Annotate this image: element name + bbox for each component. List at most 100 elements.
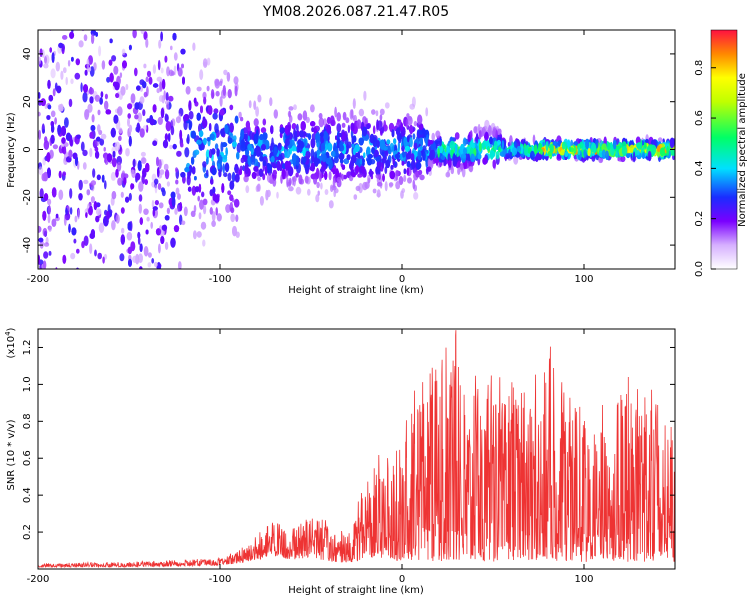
spectrogram-cell	[42, 227, 48, 237]
spectrogram-cell	[505, 153, 510, 159]
spectrogram-cell	[415, 170, 420, 178]
spectrogram-cell	[88, 206, 93, 216]
spectrogram-cell	[142, 109, 146, 117]
spectrogram-cell	[292, 153, 297, 164]
spectrogram-cell	[207, 105, 213, 116]
snr-ytick-label: 1.2	[22, 340, 33, 356]
spectrogram-cell	[269, 145, 273, 152]
spectrogram-cell	[276, 191, 279, 199]
spectrogram-cell	[556, 153, 562, 159]
spectrogram-cell	[156, 261, 161, 269]
spectrogram-cell	[612, 139, 617, 150]
spectrogram-cell	[46, 152, 51, 163]
spectrogram-cell	[372, 137, 377, 148]
colorbar: 0.0 0.2 0.4 0.6 0.8 Normalized spectral ampl…	[694, 29, 748, 277]
spectrogram-cell	[410, 153, 415, 161]
spectrogram-cell	[58, 170, 62, 179]
spectrogram-cell	[284, 125, 289, 135]
spectrogram-cell	[449, 140, 455, 150]
spectrogram-cell	[110, 127, 116, 138]
spectrogram-cell	[68, 98, 73, 108]
spectrogram-cell	[489, 149, 494, 160]
spectrogram-cell	[150, 221, 153, 229]
spectrogram-cell	[425, 107, 429, 117]
spectrogram-cell	[63, 215, 67, 226]
spectrogram-cell	[67, 60, 71, 67]
spectrogram-cell	[419, 174, 425, 181]
snr-xtick-label: -100	[209, 574, 232, 585]
spectrogram-cell	[583, 149, 587, 157]
spectrogram-cell	[549, 143, 554, 154]
spectrogram-cell	[211, 211, 216, 222]
spectrogram-cell	[471, 142, 476, 149]
spectrogram-cell	[170, 191, 176, 199]
spectrogram-cell	[155, 228, 162, 236]
spectrogram-cell	[421, 129, 427, 134]
spectrogram-cell	[496, 139, 501, 145]
spectrogram-cell	[387, 145, 391, 152]
spectrogram-cell	[245, 185, 250, 194]
spectrogram-cell	[484, 119, 490, 130]
snr-ytick-label: 1.0	[22, 376, 33, 392]
spectrogram-cell	[40, 98, 46, 107]
spectrogram-cell	[276, 160, 281, 171]
spectrogram-cell	[181, 30, 184, 31]
spectrogram-cell	[295, 186, 302, 195]
spectrogram-cell	[83, 34, 88, 42]
spectrogram-cell	[417, 114, 423, 125]
spectrogram-cell	[311, 127, 314, 132]
spectrogram-cell	[193, 204, 197, 213]
spectrogram-cell	[179, 202, 182, 212]
spectrogram-cell	[411, 159, 416, 170]
spectrogram-cell	[257, 94, 262, 103]
spectrogram-cell	[265, 165, 268, 176]
spectrogram-cell	[194, 176, 197, 181]
spectrogram-cell	[63, 67, 67, 74]
spectrogram-cell	[104, 100, 109, 111]
spectrogram-cell	[48, 250, 52, 256]
spectrogram-cell	[152, 64, 156, 74]
spectrogram-cell	[376, 140, 380, 148]
spectrogram-cell	[120, 207, 125, 214]
spectrogram-cell	[199, 199, 204, 210]
spectrogram-cell	[398, 176, 404, 185]
spectrogram-cell	[152, 83, 159, 88]
spectrogram-cell	[203, 205, 207, 215]
spectrogram-cell	[379, 139, 386, 150]
spectrogram-cell	[656, 145, 661, 153]
spectrogram-cell	[406, 135, 410, 143]
spectrogram-cell	[98, 222, 105, 233]
spectrogram-cell	[205, 169, 209, 177]
spectrogram-cell	[160, 236, 165, 244]
colorbar-tick-label: 0.6	[694, 110, 705, 126]
spectrogram-cell	[158, 39, 162, 49]
spectrogram-cell	[68, 223, 71, 233]
spectrogram-cell	[110, 171, 116, 181]
spectrogram-cell	[179, 129, 183, 141]
spectrogram-cell	[107, 23, 112, 30]
spectrogram-cell	[315, 194, 320, 203]
spectrogram-cell	[134, 114, 139, 120]
spectrogram-cell	[210, 89, 215, 100]
spectrogram-cell	[114, 81, 120, 91]
spectrogram-cell	[72, 152, 78, 159]
spectrogram-cell	[51, 187, 57, 198]
spectrogram-cell	[367, 154, 373, 159]
spectrogram-cell	[327, 142, 333, 152]
spectrogram-cell	[224, 162, 230, 173]
spectrogram-cell	[166, 207, 170, 215]
spectrogram-cell	[220, 128, 225, 136]
spectrogram-cell	[69, 188, 73, 199]
spectrogram-cell	[310, 162, 315, 172]
spectrogram-cell	[203, 137, 207, 146]
spectrogram-cell	[313, 127, 318, 134]
spectrogram-cell	[70, 252, 76, 260]
spectrogram-cell	[187, 186, 192, 192]
spectrogram-cell	[128, 258, 132, 267]
spectrogram-cell	[154, 184, 158, 194]
spectrogram-cell	[354, 144, 360, 153]
spectrogram-cell	[66, 205, 70, 211]
spectrogram-cell	[152, 206, 158, 211]
spectrogram-cell	[270, 125, 274, 135]
